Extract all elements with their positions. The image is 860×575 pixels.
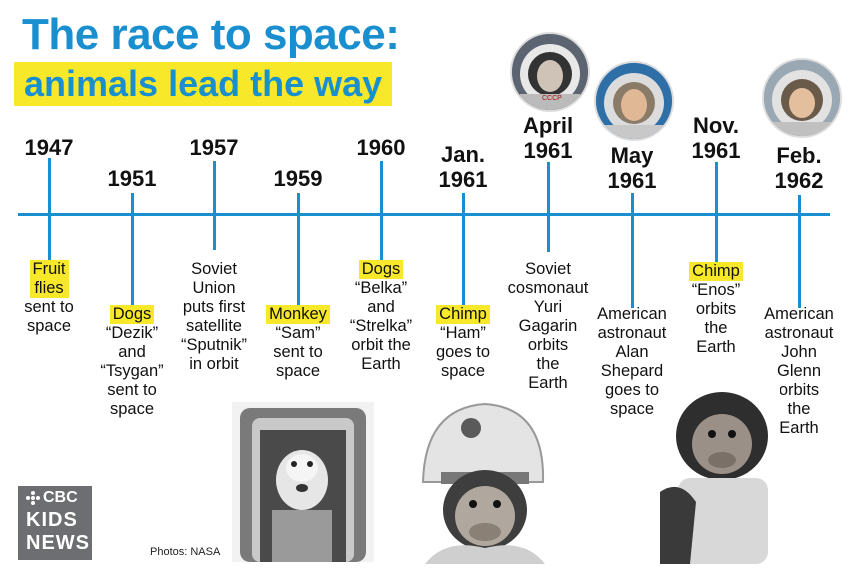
event-description: American astronaut Alan Shepard goes to … bbox=[597, 305, 667, 418]
timeline-event: Soviet cosmonaut Yuri Gagarin orbits the… bbox=[496, 260, 600, 393]
event-description: “Enos” orbits the Earth bbox=[691, 281, 741, 356]
timeline-date: 1960 bbox=[356, 135, 406, 160]
timeline-date: Jan. 1961 bbox=[438, 142, 488, 192]
timeline-date: April 1961 bbox=[522, 113, 574, 163]
photo-credit: Photos: NASA bbox=[150, 546, 221, 558]
timeline-event: Soviet Union puts first satellite “Sputn… bbox=[162, 260, 266, 374]
timeline-event: Monkey “Sam” sent to space bbox=[246, 305, 350, 381]
timeline-event: Chimp “Ham” goes to space bbox=[411, 305, 515, 381]
logo-news: NEWS bbox=[26, 532, 90, 554]
dog-in-capsule-photo bbox=[232, 402, 374, 562]
cbc-kids-news-logo: CBC KIDS NEWS bbox=[18, 486, 92, 560]
timeline-tick bbox=[48, 158, 51, 262]
timeline-date: Feb. 1962 bbox=[774, 143, 824, 193]
timeline-tick bbox=[547, 162, 550, 252]
timeline-date: Nov. 1961 bbox=[691, 113, 741, 163]
timeline-event: American astronaut Alan Shepard goes to … bbox=[580, 305, 684, 419]
svg-text:CCCP: CCCP bbox=[542, 95, 562, 102]
event-description: Soviet Union puts first satellite “Sputn… bbox=[180, 260, 248, 373]
timeline-tick bbox=[131, 193, 134, 308]
glenn-portrait bbox=[762, 58, 842, 138]
event-description: sent to space bbox=[24, 298, 74, 335]
event-subject-label: Fruit flies bbox=[29, 260, 69, 298]
chimp-ham-helmet-photo bbox=[405, 398, 557, 564]
event-description: “Dezik” and “Tsygan” sent to space bbox=[100, 324, 164, 418]
timeline-date: 1959 bbox=[273, 166, 323, 191]
cbc-gem-icon bbox=[26, 491, 40, 505]
event-description: American astronaut John Glenn orbits the… bbox=[764, 305, 834, 437]
timeline-tick bbox=[715, 162, 718, 264]
event-subject-label: Chimp bbox=[689, 262, 743, 281]
page-title: The race to space: bbox=[22, 10, 400, 59]
chimp-enos-photo bbox=[660, 382, 780, 564]
event-subject-label: Chimp bbox=[436, 305, 490, 324]
timeline-date: 1951 bbox=[107, 166, 157, 191]
logo-cbc: CBC bbox=[43, 489, 78, 506]
timeline-date: May 1961 bbox=[607, 143, 657, 193]
timeline-tick bbox=[798, 195, 801, 308]
timeline-event: Fruit flies sent to space bbox=[0, 260, 101, 336]
timeline-axis bbox=[18, 213, 830, 216]
event-subject-label: Dogs bbox=[358, 260, 404, 279]
timeline-tick bbox=[297, 193, 300, 306]
event-description: “Sam” sent to space bbox=[273, 324, 323, 380]
timeline-event: American astronaut John Glenn orbits the… bbox=[747, 305, 851, 438]
gagarin-portrait: CCCP bbox=[510, 32, 590, 112]
timeline-tick bbox=[631, 193, 634, 308]
timeline-event: Dogs “Belka” and “Strelka” orbit the Eart… bbox=[329, 260, 433, 374]
logo-kids: KIDS bbox=[26, 509, 78, 531]
timeline-date: 1957 bbox=[189, 135, 239, 160]
event-description: “Belka” and “Strelka” orbit the Earth bbox=[349, 279, 413, 373]
page-subtitle: animals lead the way bbox=[14, 62, 393, 106]
timeline-tick bbox=[213, 161, 216, 250]
event-description: “Ham” goes to space bbox=[435, 324, 491, 380]
timeline-event: Chimp “Enos” orbits the Earth bbox=[664, 262, 768, 357]
shepard-portrait bbox=[594, 61, 674, 141]
event-subject-label: Monkey bbox=[266, 305, 330, 324]
event-description: Soviet cosmonaut Yuri Gagarin orbits the… bbox=[507, 260, 589, 392]
timeline-event: Dogs “Dezik” and “Tsygan” sent to space bbox=[80, 305, 184, 419]
timeline-date: 1947 bbox=[24, 135, 74, 160]
timeline-tick bbox=[380, 161, 383, 262]
event-subject-label: Dogs bbox=[109, 305, 155, 324]
timeline-tick bbox=[462, 193, 465, 306]
